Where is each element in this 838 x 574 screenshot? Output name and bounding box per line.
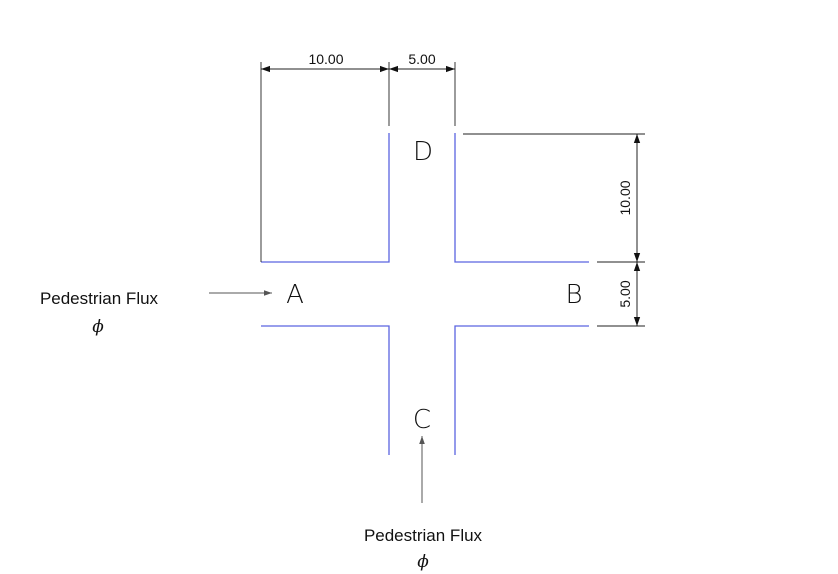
wall-top-right bbox=[454, 133, 589, 263]
flux-left-label: Pedestrian Flux bbox=[40, 289, 159, 308]
wall-bottom-right bbox=[454, 325, 589, 455]
wall-top-left bbox=[261, 133, 390, 263]
dimension-right-upper: 10.00 bbox=[617, 180, 633, 215]
wall-bottom-left bbox=[261, 325, 390, 455]
extension-lines bbox=[260, 62, 645, 327]
node-b: B bbox=[565, 280, 582, 310]
dimension-right-lower: 5.00 bbox=[617, 280, 633, 307]
flux-bottom-group: Pedestrian Flux ϕ bbox=[364, 436, 483, 572]
node-a: A bbox=[286, 280, 304, 310]
flux-bottom-symbol: ϕ bbox=[417, 552, 429, 572]
flux-left-symbol: ϕ bbox=[92, 317, 104, 337]
flux-bottom-label: Pedestrian Flux bbox=[364, 526, 483, 545]
flux-left-group: Pedestrian Flux ϕ bbox=[40, 289, 272, 337]
dimension-top-left: 10.00 bbox=[308, 51, 343, 67]
node-d: D bbox=[413, 137, 433, 167]
dimension-top-right: 5.00 bbox=[408, 51, 435, 67]
corridor-walls bbox=[261, 133, 589, 455]
dimension-lines bbox=[261, 65, 641, 326]
node-c: C bbox=[413, 405, 431, 435]
